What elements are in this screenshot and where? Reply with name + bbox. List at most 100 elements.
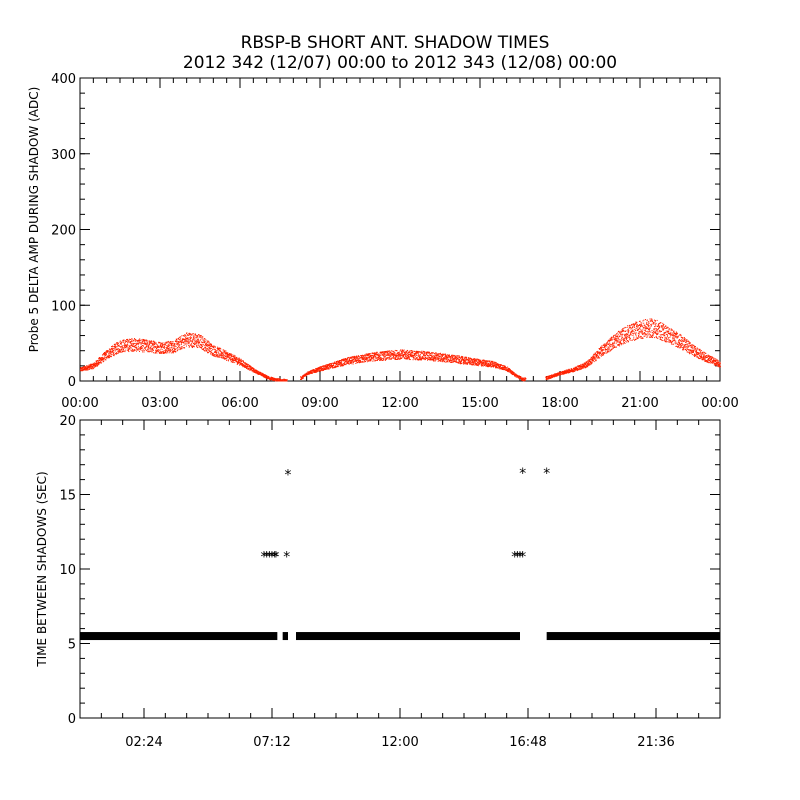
top-amp-point bbox=[452, 358, 454, 360]
top-amp-point bbox=[456, 355, 458, 357]
top-amp-point bbox=[460, 359, 462, 361]
top-amp-point bbox=[379, 357, 381, 359]
top-amp-point bbox=[442, 358, 444, 360]
top-amp-point bbox=[429, 359, 431, 361]
top-amp-point bbox=[214, 350, 216, 352]
top-amp-point bbox=[141, 342, 143, 344]
top-amp-point bbox=[563, 373, 565, 375]
top-amp-point bbox=[236, 358, 238, 360]
top-amp-point bbox=[389, 357, 391, 359]
top-amp-point bbox=[165, 349, 167, 351]
top-amp-point bbox=[548, 378, 550, 380]
top-amp-point bbox=[234, 356, 236, 358]
top-amp-point bbox=[182, 335, 184, 337]
top-amp-point bbox=[329, 366, 331, 368]
top-amp-point bbox=[476, 359, 478, 361]
top-amp-series bbox=[80, 318, 721, 382]
top-amp-point bbox=[419, 359, 421, 361]
top-amp-point bbox=[228, 354, 230, 356]
top-amp-point bbox=[620, 341, 622, 343]
top-amp-point bbox=[87, 365, 89, 367]
top-amp-point bbox=[458, 361, 460, 363]
top-amp-point bbox=[423, 354, 425, 356]
top-amp-point bbox=[255, 372, 257, 374]
top-amp-point bbox=[155, 346, 157, 348]
top-amp-point bbox=[93, 366, 95, 368]
top-amp-point bbox=[525, 378, 527, 380]
top-amp-point bbox=[584, 363, 586, 365]
top-amp-point bbox=[431, 356, 433, 358]
top-amp-point bbox=[448, 357, 450, 359]
top-amp-point bbox=[171, 344, 173, 346]
top-amp-point bbox=[364, 354, 366, 356]
top-amp-point bbox=[596, 353, 598, 355]
top-amp-point bbox=[419, 356, 421, 358]
top-amp-point bbox=[477, 361, 479, 363]
top-amp-point bbox=[177, 348, 179, 350]
top-amp-point bbox=[367, 354, 369, 356]
top-amp-point bbox=[612, 347, 614, 349]
top-amp-point bbox=[440, 352, 441, 354]
top-amp-point bbox=[394, 351, 396, 353]
top-amp-point bbox=[465, 359, 467, 361]
top-amp-point bbox=[193, 343, 195, 345]
top-amp-point bbox=[116, 348, 118, 350]
top-amp-point bbox=[138, 348, 140, 350]
top-amp-point bbox=[459, 363, 461, 365]
top-amp-point bbox=[130, 346, 132, 348]
top-amp-point bbox=[372, 355, 374, 357]
top-amp-point bbox=[369, 353, 371, 355]
top-amp-point bbox=[339, 359, 341, 361]
top-amp-point bbox=[233, 356, 235, 358]
top-amp-point bbox=[621, 333, 623, 335]
top-amp-point bbox=[304, 375, 306, 377]
top-amp-point bbox=[413, 355, 415, 357]
top-amp-point bbox=[337, 360, 339, 362]
top-amp-point bbox=[601, 348, 603, 350]
top-amp-point bbox=[473, 358, 475, 360]
top-amp-point bbox=[379, 355, 381, 357]
top-amp-point bbox=[373, 357, 375, 359]
top-amp-point bbox=[495, 365, 497, 367]
top-amp-point bbox=[620, 330, 622, 332]
top-amp-point bbox=[93, 368, 95, 370]
top-amp-point bbox=[259, 371, 261, 373]
top-amp-point bbox=[253, 370, 255, 372]
top-amp-point bbox=[608, 343, 609, 345]
top-amp-point bbox=[116, 346, 118, 348]
top-amp-point bbox=[380, 353, 382, 355]
top-amp-point bbox=[477, 362, 479, 364]
top-amp-point bbox=[215, 356, 217, 358]
top-amp-point bbox=[249, 369, 251, 371]
top-amp-point bbox=[343, 362, 345, 364]
top-amp-point bbox=[191, 333, 193, 335]
top-amp-point bbox=[617, 337, 619, 339]
top-amp-point bbox=[508, 370, 510, 372]
top-amp-point bbox=[459, 359, 461, 361]
top-amp-point bbox=[136, 350, 137, 352]
top-amp-point bbox=[341, 359, 343, 361]
top-amp-point bbox=[105, 359, 107, 361]
top-amp-point bbox=[444, 356, 446, 358]
top-amp-point bbox=[105, 352, 107, 354]
top-amp-point bbox=[624, 331, 626, 332]
top-amp-point bbox=[173, 351, 175, 353]
top-amp-point bbox=[113, 354, 115, 356]
top-amp-point bbox=[487, 365, 489, 367]
top-amp-point bbox=[366, 353, 368, 355]
top-amp-point bbox=[461, 356, 463, 358]
top-amp-point bbox=[237, 362, 239, 364]
top-amp-point bbox=[257, 371, 259, 373]
top-amp-point bbox=[140, 346, 142, 348]
top-amp-point bbox=[207, 341, 209, 343]
top-amp-point bbox=[584, 365, 586, 367]
top-amp-point bbox=[598, 352, 600, 354]
top-amp-point bbox=[148, 345, 150, 347]
top-ytick-label: 400 bbox=[51, 72, 76, 87]
top-amp-point bbox=[621, 337, 623, 339]
top-amp-point bbox=[442, 359, 444, 361]
top-amp-point bbox=[620, 331, 622, 333]
top-amp-point bbox=[216, 350, 218, 352]
top-amp-point bbox=[94, 366, 96, 368]
top-amp-point bbox=[226, 355, 228, 357]
